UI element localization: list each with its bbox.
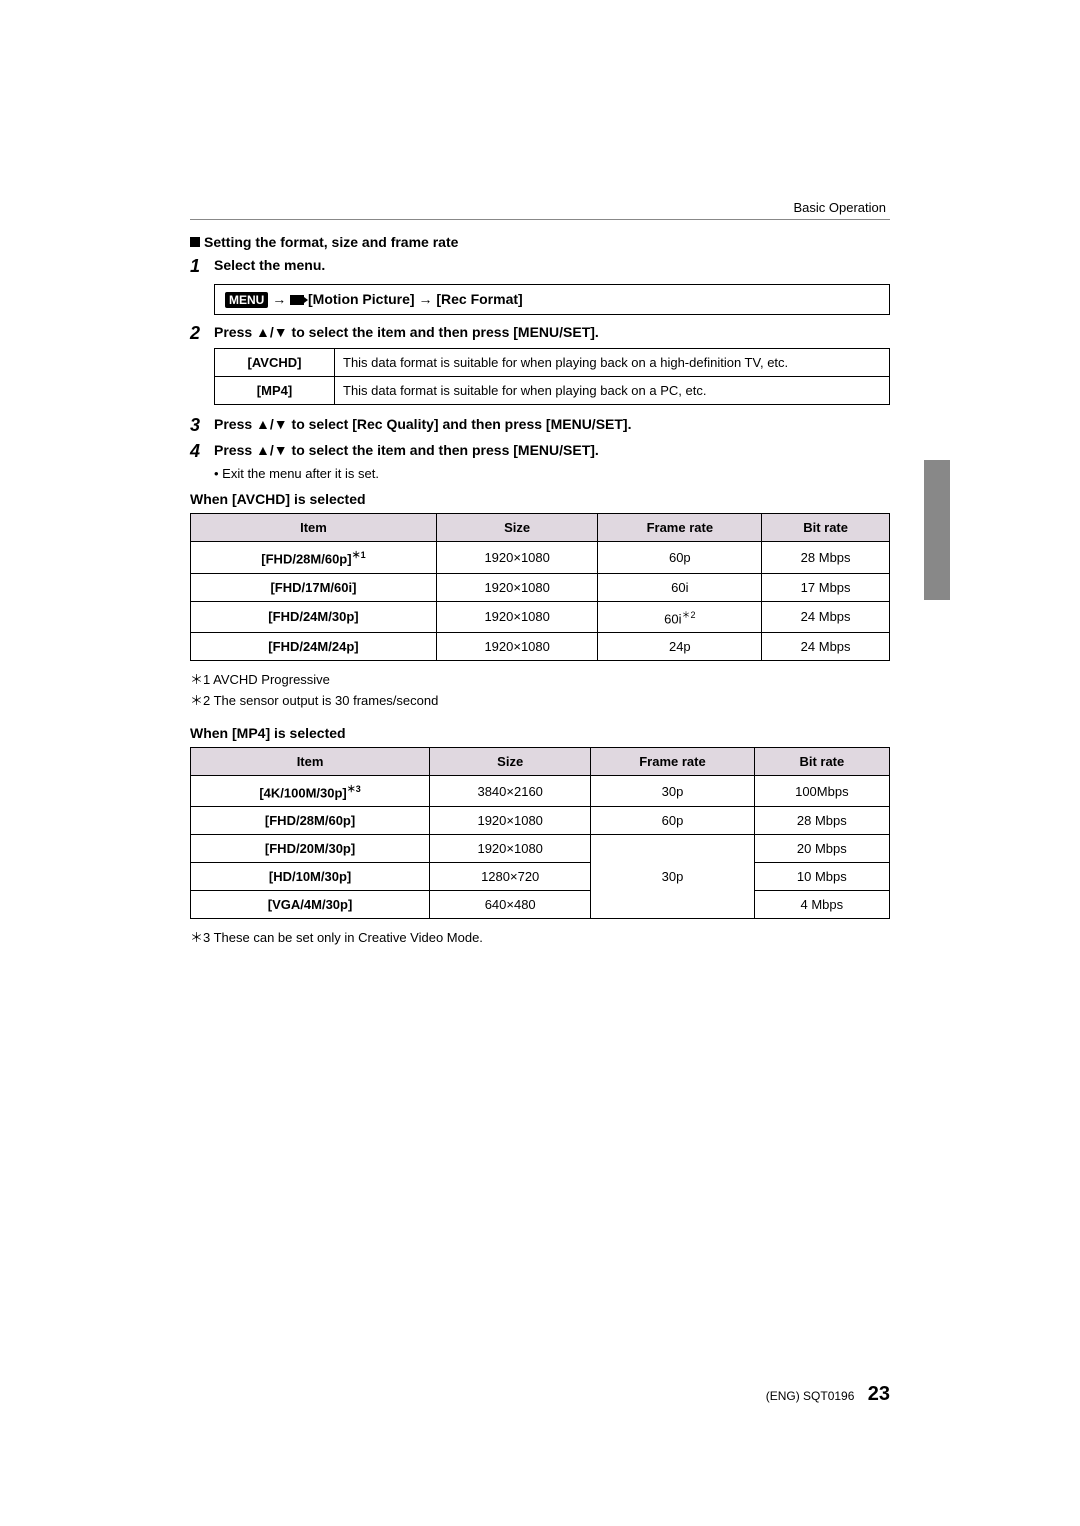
footnote: ＊3 These can be set only in Creative Vid… bbox=[190, 927, 890, 946]
arrow-icon: → bbox=[418, 291, 436, 307]
footnote: ＊2 The sensor output is 30 frames/second bbox=[190, 690, 890, 709]
mp4-heading: When [MP4] is selected bbox=[190, 725, 890, 741]
cell-size: 1920×1080 bbox=[436, 573, 598, 601]
cell-item: [FHD/24M/30p] bbox=[191, 601, 437, 632]
table-row: [HD/10M/30p] 1280×720 10 Mbps bbox=[191, 863, 890, 891]
cell-size: 1920×1080 bbox=[436, 601, 598, 632]
menu-badge: MENU bbox=[225, 292, 268, 308]
cell-size: 1920×1080 bbox=[436, 542, 598, 573]
table-row: [FHD/24M/24p] 1920×1080 24p 24 Mbps bbox=[191, 633, 890, 661]
cell-bit: 10 Mbps bbox=[754, 863, 889, 891]
col-framerate: Frame rate bbox=[598, 514, 762, 542]
step-number: 4 bbox=[190, 441, 214, 463]
step-text: Select the menu. bbox=[214, 256, 890, 274]
col-item: Item bbox=[191, 514, 437, 542]
table-row: [FHD/24M/30p] 1920×1080 60i＊2 24 Mbps bbox=[191, 601, 890, 632]
page-number: 23 bbox=[868, 1383, 890, 1405]
arrow-icon: → bbox=[272, 291, 290, 307]
menu-path-2: [Rec Format] bbox=[436, 291, 522, 307]
camera-icon bbox=[290, 295, 304, 305]
side-tab bbox=[924, 460, 950, 600]
format-desc: This data format is suitable for when pl… bbox=[335, 377, 890, 405]
cell-rate: 24p bbox=[598, 633, 762, 661]
col-framerate: Frame rate bbox=[591, 748, 754, 776]
table-row: [AVCHD] This data format is suitable for… bbox=[215, 349, 890, 377]
cell-bit: 28 Mbps bbox=[762, 542, 890, 573]
format-label: [AVCHD] bbox=[215, 349, 335, 377]
step-text: Press ▲/▼ to select the item and then pr… bbox=[214, 441, 890, 459]
table-row: [VGA/4M/30p] 640×480 4 Mbps bbox=[191, 891, 890, 919]
table-row: [FHD/28M/60p] 1920×1080 60p 28 Mbps bbox=[191, 807, 890, 835]
cell-size: 1280×720 bbox=[430, 863, 591, 891]
step-number: 2 bbox=[190, 323, 214, 345]
footer-code: (ENG) SQT0196 bbox=[766, 1389, 855, 1403]
step-number: 3 bbox=[190, 415, 214, 437]
table-header-row: Item Size Frame rate Bit rate bbox=[191, 748, 890, 776]
page-header: Basic Operation bbox=[190, 200, 890, 215]
format-table: [AVCHD] This data format is suitable for… bbox=[214, 348, 890, 405]
cell-bit: 24 Mbps bbox=[762, 601, 890, 632]
page-footer: (ENG) SQT0196 23 bbox=[766, 1383, 890, 1406]
step-number: 1 bbox=[190, 256, 214, 278]
mp4-table: Item Size Frame rate Bit rate [4K/100M/3… bbox=[190, 747, 890, 919]
cell-rate: 30p bbox=[591, 835, 754, 919]
cell-size: 640×480 bbox=[430, 891, 591, 919]
step-2: 2 Press ▲/▼ to select the item and then … bbox=[190, 323, 890, 345]
table-header-row: Item Size Frame rate Bit rate bbox=[191, 514, 890, 542]
avchd-footnotes: ＊1 AVCHD Progressive ＊2 The sensor outpu… bbox=[190, 669, 890, 709]
col-item: Item bbox=[191, 748, 430, 776]
header-divider bbox=[190, 219, 890, 220]
cell-item: [FHD/20M/30p] bbox=[191, 835, 430, 863]
step-3: 3 Press ▲/▼ to select [Rec Quality] and … bbox=[190, 415, 890, 437]
cell-size: 3840×2160 bbox=[430, 776, 591, 807]
table-row: [FHD/20M/30p] 1920×1080 30p 20 Mbps bbox=[191, 835, 890, 863]
cell-item: [VGA/4M/30p] bbox=[191, 891, 430, 919]
cell-bit: 4 Mbps bbox=[754, 891, 889, 919]
cell-bit: 28 Mbps bbox=[754, 807, 889, 835]
cell-item: [4K/100M/30p]＊3 bbox=[191, 776, 430, 807]
step-4: 4 Press ▲/▼ to select the item and then … bbox=[190, 441, 890, 463]
cell-item: [FHD/28M/60p]＊1 bbox=[191, 542, 437, 573]
cell-rate: 60p bbox=[591, 807, 754, 835]
cell-bit: 24 Mbps bbox=[762, 633, 890, 661]
cell-bit: 17 Mbps bbox=[762, 573, 890, 601]
cell-rate: 60i＊2 bbox=[598, 601, 762, 632]
cell-bit: 20 Mbps bbox=[754, 835, 889, 863]
table-row: [MP4] This data format is suitable for w… bbox=[215, 377, 890, 405]
col-bitrate: Bit rate bbox=[754, 748, 889, 776]
format-desc: This data format is suitable for when pl… bbox=[335, 349, 890, 377]
cell-rate: 30p bbox=[591, 776, 754, 807]
cell-rate: 60p bbox=[598, 542, 762, 573]
square-bullet-icon bbox=[190, 237, 200, 247]
table-row: [FHD/17M/60i] 1920×1080 60i 17 Mbps bbox=[191, 573, 890, 601]
cell-size: 1920×1080 bbox=[430, 807, 591, 835]
cell-size: 1920×1080 bbox=[436, 633, 598, 661]
cell-rate: 60i bbox=[598, 573, 762, 601]
step-1: 1 Select the menu. bbox=[190, 256, 890, 278]
mp4-footnotes: ＊3 These can be set only in Creative Vid… bbox=[190, 927, 890, 946]
col-bitrate: Bit rate bbox=[762, 514, 890, 542]
section-heading: Setting the format, size and frame rate bbox=[190, 234, 890, 250]
col-size: Size bbox=[436, 514, 598, 542]
col-size: Size bbox=[430, 748, 591, 776]
cell-item: [FHD/17M/60i] bbox=[191, 573, 437, 601]
format-label: [MP4] bbox=[215, 377, 335, 405]
avchd-table: Item Size Frame rate Bit rate [FHD/28M/6… bbox=[190, 513, 890, 661]
footnote: ＊1 AVCHD Progressive bbox=[190, 669, 890, 688]
step-text: Press ▲/▼ to select [Rec Quality] and th… bbox=[214, 415, 890, 433]
heading-text: Setting the format, size and frame rate bbox=[204, 234, 458, 250]
header-section: Basic Operation bbox=[794, 200, 887, 215]
menu-path-1: [Motion Picture] bbox=[308, 291, 415, 307]
exit-note: • Exit the menu after it is set. bbox=[214, 466, 890, 481]
table-row: [FHD/28M/60p]＊1 1920×1080 60p 28 Mbps bbox=[191, 542, 890, 573]
cell-item: [HD/10M/30p] bbox=[191, 863, 430, 891]
cell-bit: 100Mbps bbox=[754, 776, 889, 807]
menu-path: MENU → [Motion Picture] → [Rec Format] bbox=[214, 284, 890, 315]
cell-size: 1920×1080 bbox=[430, 835, 591, 863]
step-text: Press ▲/▼ to select the item and then pr… bbox=[214, 323, 890, 341]
table-row: [4K/100M/30p]＊3 3840×2160 30p 100Mbps bbox=[191, 776, 890, 807]
avchd-heading: When [AVCHD] is selected bbox=[190, 491, 890, 507]
cell-item: [FHD/28M/60p] bbox=[191, 807, 430, 835]
cell-item: [FHD/24M/24p] bbox=[191, 633, 437, 661]
